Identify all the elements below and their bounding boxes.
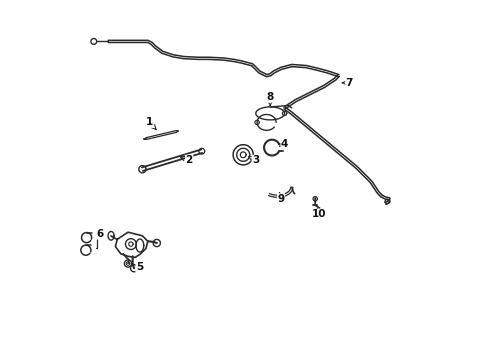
- Text: 9: 9: [277, 193, 285, 204]
- Text: 5: 5: [135, 262, 143, 272]
- Text: 8: 8: [267, 92, 274, 106]
- Text: 4: 4: [280, 139, 288, 149]
- Text: 3: 3: [248, 155, 259, 165]
- Text: 1: 1: [146, 117, 156, 130]
- Text: 6: 6: [97, 229, 104, 239]
- Text: 10: 10: [312, 208, 326, 219]
- Text: 7: 7: [342, 78, 353, 88]
- Text: 2: 2: [180, 155, 193, 165]
